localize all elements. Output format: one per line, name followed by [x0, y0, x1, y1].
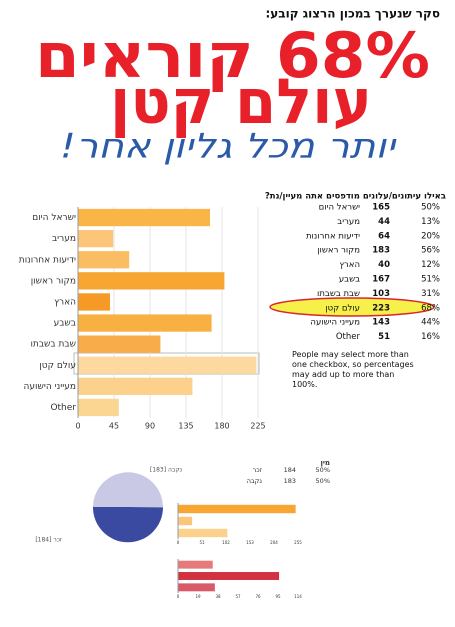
table-name: בשבע	[339, 275, 360, 285]
bar	[178, 528, 228, 538]
slogan: יותר מכל גליון אחר!	[60, 127, 397, 167]
headline-line: עולם קטן	[110, 65, 372, 138]
x-tick-label: 0	[75, 422, 80, 431]
x-tick-label: 0	[177, 540, 180, 545]
table-note: People may select more than one checkbox…	[292, 350, 414, 389]
y-tick-label: ישראל היום	[32, 213, 76, 223]
bar	[78, 229, 114, 248]
table-name: ישראל היום	[319, 203, 360, 213]
bar	[78, 377, 193, 396]
y-tick-label: ידיעות אחרונות	[19, 255, 76, 265]
table-percent: 12%	[421, 260, 440, 270]
table-percent: 44%	[421, 318, 440, 328]
x-tick-label: 57	[235, 594, 241, 599]
table-count: 103	[372, 289, 390, 299]
x-tick-label: 135	[178, 422, 193, 431]
table-name: עולם קטן	[325, 303, 360, 313]
table-percent: 68%	[421, 303, 440, 313]
bar	[178, 583, 215, 592]
pie-title: מין	[320, 459, 330, 467]
bar	[78, 293, 110, 311]
table-name: Other	[336, 332, 361, 342]
table-count: 165	[372, 203, 390, 213]
table-percent: 50%	[421, 203, 440, 213]
table-count: 183	[372, 246, 390, 256]
legend-label: זכר	[253, 466, 262, 474]
legend-count: 184	[284, 466, 296, 474]
y-tick-label: עולם קטן	[39, 361, 76, 371]
table-title: באילו עיתונים/עלונים מודפסים אתה מעיין/נ…	[265, 192, 446, 202]
bar	[178, 516, 193, 526]
x-tick-label: 90	[145, 422, 155, 431]
legend-label: נקבה	[247, 477, 262, 485]
x-tick-label: 76	[255, 594, 261, 599]
x-tick-label: 102	[222, 540, 230, 545]
x-tick-label: 114	[294, 594, 302, 599]
x-tick-label: 204	[270, 540, 278, 545]
table-count: 40	[378, 260, 390, 270]
y-tick-label: מעייני הישועה	[24, 382, 76, 392]
table-name: מעייני הישועה	[310, 318, 360, 328]
y-tick-label: מקור ראשון	[31, 276, 76, 286]
x-tick-label: 255	[294, 540, 302, 545]
table-count: 223	[372, 303, 390, 313]
headline-line: 68% קוראים	[35, 19, 430, 92]
highlight-ellipse	[269, 297, 435, 317]
table-percent: 13%	[421, 217, 440, 227]
table-name: הארץ	[339, 260, 360, 270]
bar	[78, 335, 161, 353]
y-tick-label: הארץ	[54, 297, 76, 307]
table-name: מקור ראשון	[317, 246, 360, 256]
note-box: People may select more than one checkbox…	[292, 350, 414, 389]
bar	[78, 314, 212, 332]
legend-percent: 50%	[316, 477, 330, 485]
bar	[178, 572, 280, 580]
row-highlight	[73, 352, 260, 375]
x-tick-label: 0	[177, 594, 180, 599]
legend-count: 183	[284, 477, 296, 485]
table-percent: 16%	[421, 332, 440, 342]
table-name: שבת בשבתו	[317, 289, 360, 299]
x-tick-label: 180	[214, 422, 229, 431]
table-percent: 31%	[421, 289, 440, 299]
bar	[78, 251, 130, 269]
y-tick-label: Other	[50, 403, 76, 413]
bar	[78, 398, 119, 417]
table-name: מעריב	[337, 217, 360, 227]
y-tick-label: מעריב	[52, 234, 76, 244]
x-tick-label: 95	[275, 594, 281, 599]
table-percent: 51%	[421, 275, 440, 285]
bar	[78, 356, 257, 374]
bar	[178, 560, 213, 569]
bar	[178, 504, 296, 514]
table-count: 143	[372, 318, 390, 328]
x-tick-label: 19	[195, 594, 201, 599]
x-tick-label: 225	[250, 422, 265, 431]
x-tick-label: 38	[215, 594, 221, 599]
x-tick-label: 51	[199, 540, 205, 545]
table-count: 167	[372, 275, 390, 285]
bar	[78, 272, 225, 290]
table-percent: 56%	[421, 246, 440, 256]
bar	[78, 208, 210, 227]
table-name: ידיעות אחרונות	[306, 231, 360, 241]
legend-percent: 50%	[316, 466, 330, 474]
x-tick-label: 45	[109, 422, 119, 431]
pie-slice	[93, 472, 163, 508]
table-percent: 20%	[421, 231, 440, 241]
y-tick-label: בשבע	[54, 319, 76, 329]
slice-label: נקבה [183]	[150, 467, 182, 474]
slice-label: זכר [184]	[35, 537, 62, 544]
table-count: 51	[378, 332, 390, 342]
table-count: 64	[378, 231, 390, 241]
pie-slice	[92, 507, 163, 543]
x-tick-label: 153	[246, 540, 254, 545]
y-tick-label: שבת בשבתו	[30, 340, 76, 350]
survey-line: סקר שנערך במכון הרצוג קובע:	[266, 7, 441, 21]
table-count: 44	[378, 217, 390, 227]
